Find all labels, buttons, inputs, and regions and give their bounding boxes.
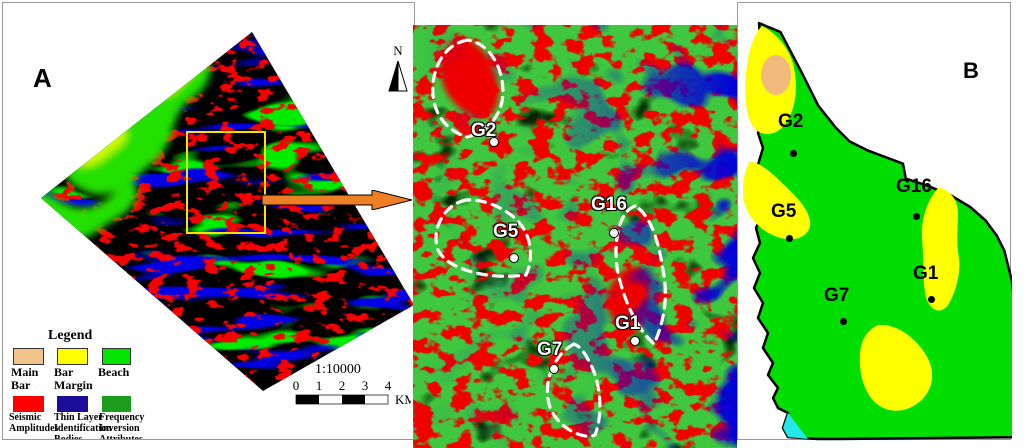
- svg-text:KM: KM: [395, 392, 411, 407]
- svg-text:3: 3: [362, 378, 369, 393]
- svg-text:4: 4: [385, 378, 392, 393]
- svg-text:2: 2: [339, 378, 346, 393]
- svg-text:N: N: [393, 43, 403, 58]
- svg-text:0: 0: [293, 378, 300, 393]
- svg-text:1:10000: 1:10000: [315, 362, 361, 377]
- svg-text:1: 1: [316, 378, 323, 393]
